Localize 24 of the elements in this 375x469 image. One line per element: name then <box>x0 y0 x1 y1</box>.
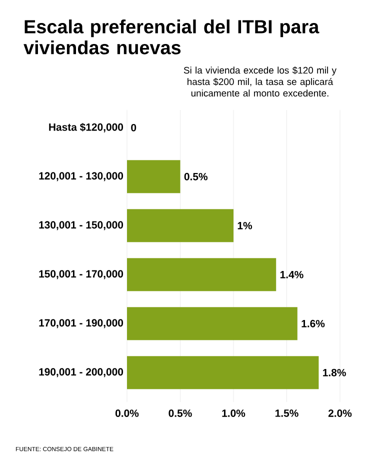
y-tick-label: Hasta $120,000 <box>49 122 124 132</box>
x-tick-label: 0.5% <box>168 410 192 417</box>
x-tick-label: 2.0% <box>328 410 352 417</box>
text: Si la vivienda excede los $120 mil y hasta $200 mil, la tasa se aplicará unicamente al monto excedente. <box>184 66 336 97</box>
y-tick-label: 120,001 - 130,000 <box>39 172 124 182</box>
bar <box>127 209 234 242</box>
data-label: 1.6% <box>302 320 325 328</box>
y-tick-label: 170,001 - 190,000 <box>39 319 124 328</box>
y-tick-label: 190,001 - 200,000 <box>39 368 124 378</box>
bar <box>127 356 319 390</box>
x-tick-label: 1.5% <box>275 410 298 417</box>
y-tick-label: 130,001 - 150,000 <box>39 221 124 230</box>
x-tick-label: 1.0% <box>222 410 246 417</box>
data-label: 0.5% <box>184 172 208 180</box>
data-label: 0 <box>131 124 136 132</box>
x-tick-label: 0.0% <box>115 410 139 417</box>
data-label: 1.8% <box>323 368 346 376</box>
data-label: 1% <box>238 222 252 230</box>
bar <box>127 258 276 292</box>
data-label: 1.4% <box>280 270 304 278</box>
y-tick-label: 150,001 - 170,000 <box>39 270 124 280</box>
bar <box>127 160 180 194</box>
chart-title: Escala preferencial del ITBI para viviendas nuevas <box>24 20 320 54</box>
bar <box>127 307 298 340</box>
